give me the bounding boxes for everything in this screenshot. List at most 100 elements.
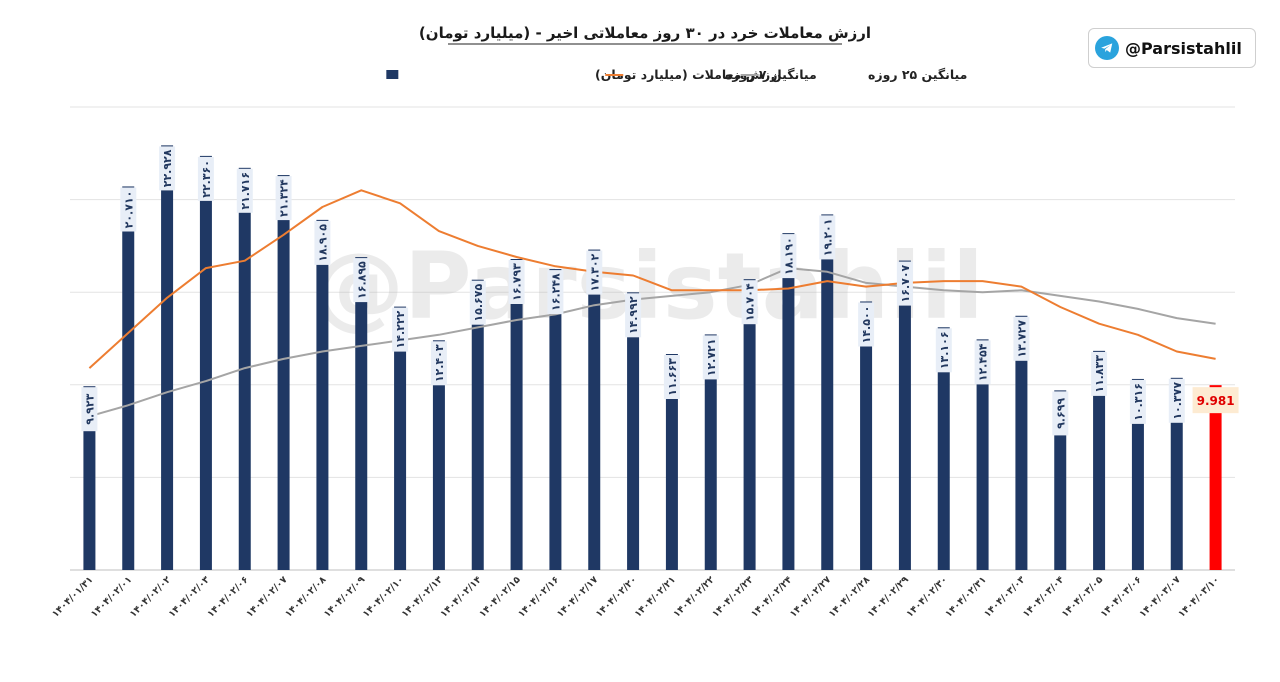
bar: [821, 214, 834, 571]
data-label-bg: [469, 280, 486, 325]
data-label-bg: [896, 261, 913, 306]
data-label-group: ۱۸.۱۹۰: [780, 234, 797, 279]
data-label: ۱۶.۸۹۵: [355, 261, 368, 299]
data-label-bg: [586, 250, 603, 295]
data-label: ۱۹.۲۰۱: [821, 219, 834, 257]
data-label-bg: [197, 156, 214, 201]
bar: [277, 175, 290, 570]
data-label-group: ۱۶.۲۴۸: [547, 270, 564, 315]
bar: [510, 258, 523, 570]
data-label-bg: [974, 340, 991, 385]
line-series: [88, 189, 1216, 418]
data-label: ۱۲.۷۲۱: [705, 339, 718, 377]
data-label-bg: [353, 258, 370, 303]
data-label-bg: [392, 307, 409, 352]
channel-handle: @Parsistahlil: [1125, 38, 1242, 58]
data-label: ۱۱.۶۶۳: [666, 358, 679, 396]
chart-title-group: ارزش معاملات خرد در ۳۰ روز معاملاتی اخیر…: [419, 24, 871, 45]
legend-label-2: میانگین ۷ روزه: [725, 67, 817, 82]
data-label-group: ۱۰.۳۱۶: [1129, 379, 1146, 424]
channel-badge[interactable]: @Parsistahlil: [1088, 28, 1256, 68]
bar: [122, 186, 135, 570]
data-label: ۱۱.۸۳۳: [1093, 355, 1106, 393]
line-ma25: [89, 267, 1216, 418]
legend: ارزش معاملات (میلیارد تومان)میانگین ۷ رو…: [386, 67, 967, 82]
data-label-group: ۲۲.۳۶۰: [197, 156, 214, 201]
data-label-bg: [819, 215, 836, 260]
bar: [471, 279, 484, 570]
data-label: ۱۲.۴۰۳: [433, 344, 446, 382]
data-label-bg: [275, 176, 292, 221]
data-label: ۱۵.۶۷۵: [472, 284, 485, 322]
legend-label-3: میانگین ۲۵ روزه: [868, 67, 967, 82]
data-label-bg: [1013, 316, 1030, 361]
line-ma7: [88, 189, 1216, 369]
data-label: ۱۳.۷۲۷: [1015, 320, 1028, 358]
x-axis-ticks: ۱۴۰۴/۰۱/۳۱۱۴۰۴/۰۲/۰۱۱۴۰۴/۰۲/۰۲۱۴۰۴/۰۲/۰۳…: [50, 574, 1222, 620]
data-label: 9.981: [1197, 394, 1235, 408]
bar: [1131, 378, 1144, 570]
grid: [70, 106, 1235, 571]
data-label-group: ۱۴.۵۰۰: [858, 302, 875, 347]
data-label-group: ۱۴.۲۲۲: [392, 307, 409, 352]
data-label-bg: [663, 355, 680, 399]
data-label-bg: [1192, 387, 1239, 414]
data-label-group: ۱۳.۷۲۷: [1013, 316, 1030, 361]
bar: [588, 249, 601, 570]
watermark: @Parsistahlil: [312, 233, 984, 340]
data-label-group: ۱۸.۹۰۵: [314, 220, 331, 265]
bar: [743, 279, 756, 570]
data-label: ۱۶.۷۰۷: [899, 264, 912, 302]
data-label: ۱۰.۳۱۶: [1132, 383, 1145, 421]
data-label-bg: [314, 220, 331, 265]
data-label-group: ۲۲.۹۲۸: [159, 146, 176, 191]
data-label-group: ۲۱.۳۲۴: [275, 176, 292, 221]
bar: [704, 334, 717, 570]
data-label-group: ۱۵.۶۷۵: [469, 280, 486, 325]
data-label-group: ۱۵.۷۰۴: [741, 280, 758, 325]
bar: [976, 339, 989, 570]
bar: [1015, 315, 1028, 570]
data-label-bg: [1091, 351, 1108, 396]
data-label-bg: [430, 341, 447, 386]
data-label-bg: [935, 328, 952, 373]
bar: [161, 145, 174, 570]
data-label-group: ۱۷.۳۰۲: [586, 250, 603, 295]
data-label-bg: [547, 270, 564, 315]
data-label-group: ۱۰.۳۷۷: [1168, 378, 1185, 423]
data-label: ۱۰.۳۷۷: [1171, 382, 1184, 420]
bar: [83, 386, 96, 570]
bar: [782, 233, 795, 570]
data-label: ۱۴.۵۰۰: [860, 306, 873, 344]
bar: [627, 292, 640, 570]
data-label: ۱۸.۹۰۵: [316, 224, 329, 262]
data-label-bg: [508, 260, 525, 304]
bar: [937, 327, 950, 570]
bar: [316, 219, 329, 570]
data-label-bg: [81, 387, 98, 432]
data-label: ۱۶.۲۴۸: [549, 273, 562, 311]
data-label-group: ۱۲.۴۵۴: [974, 340, 991, 385]
data-label-group: ۱۲.۷۲۱: [702, 335, 719, 380]
data-label-group: ۱۱.۶۶۳: [663, 355, 680, 399]
bar: [1093, 350, 1106, 570]
data-label-group: ۹.۹۲۳: [81, 387, 98, 432]
data-label-group: ۱۹.۲۰۱: [819, 215, 836, 260]
bar: [355, 257, 368, 570]
bar: [432, 340, 445, 570]
data-label-bg: [858, 302, 875, 347]
data-label-bg: [1168, 378, 1185, 423]
data-label-bg: [120, 187, 137, 232]
legend-swatch-bars: [386, 70, 399, 79]
data-label: ۱۳.۱۰۶: [938, 331, 951, 369]
data-label: ۲۱.۳۲۴: [278, 179, 291, 217]
legend-label-1: ارزش معاملات (میلیارد تومان): [595, 67, 782, 82]
data-label: ۲۲.۹۲۸: [161, 149, 174, 187]
data-labels: ۹.۹۲۳ ۲۰.۷۱۰ ۲۲.۹۲۸ ۲۲.۳۶۰ ۲۱.۷۱۶ ۲۱.۳۲۴ ۱۸.۹۰…: [81, 146, 1239, 436]
data-label-bg: [741, 280, 758, 325]
bar: [1209, 385, 1222, 570]
data-label-group: ۲۰.۷۱۰: [120, 187, 137, 232]
data-label-group: ۲۱.۷۱۶: [236, 168, 253, 213]
bar: [860, 301, 873, 570]
telegram-icon: [1095, 36, 1119, 60]
